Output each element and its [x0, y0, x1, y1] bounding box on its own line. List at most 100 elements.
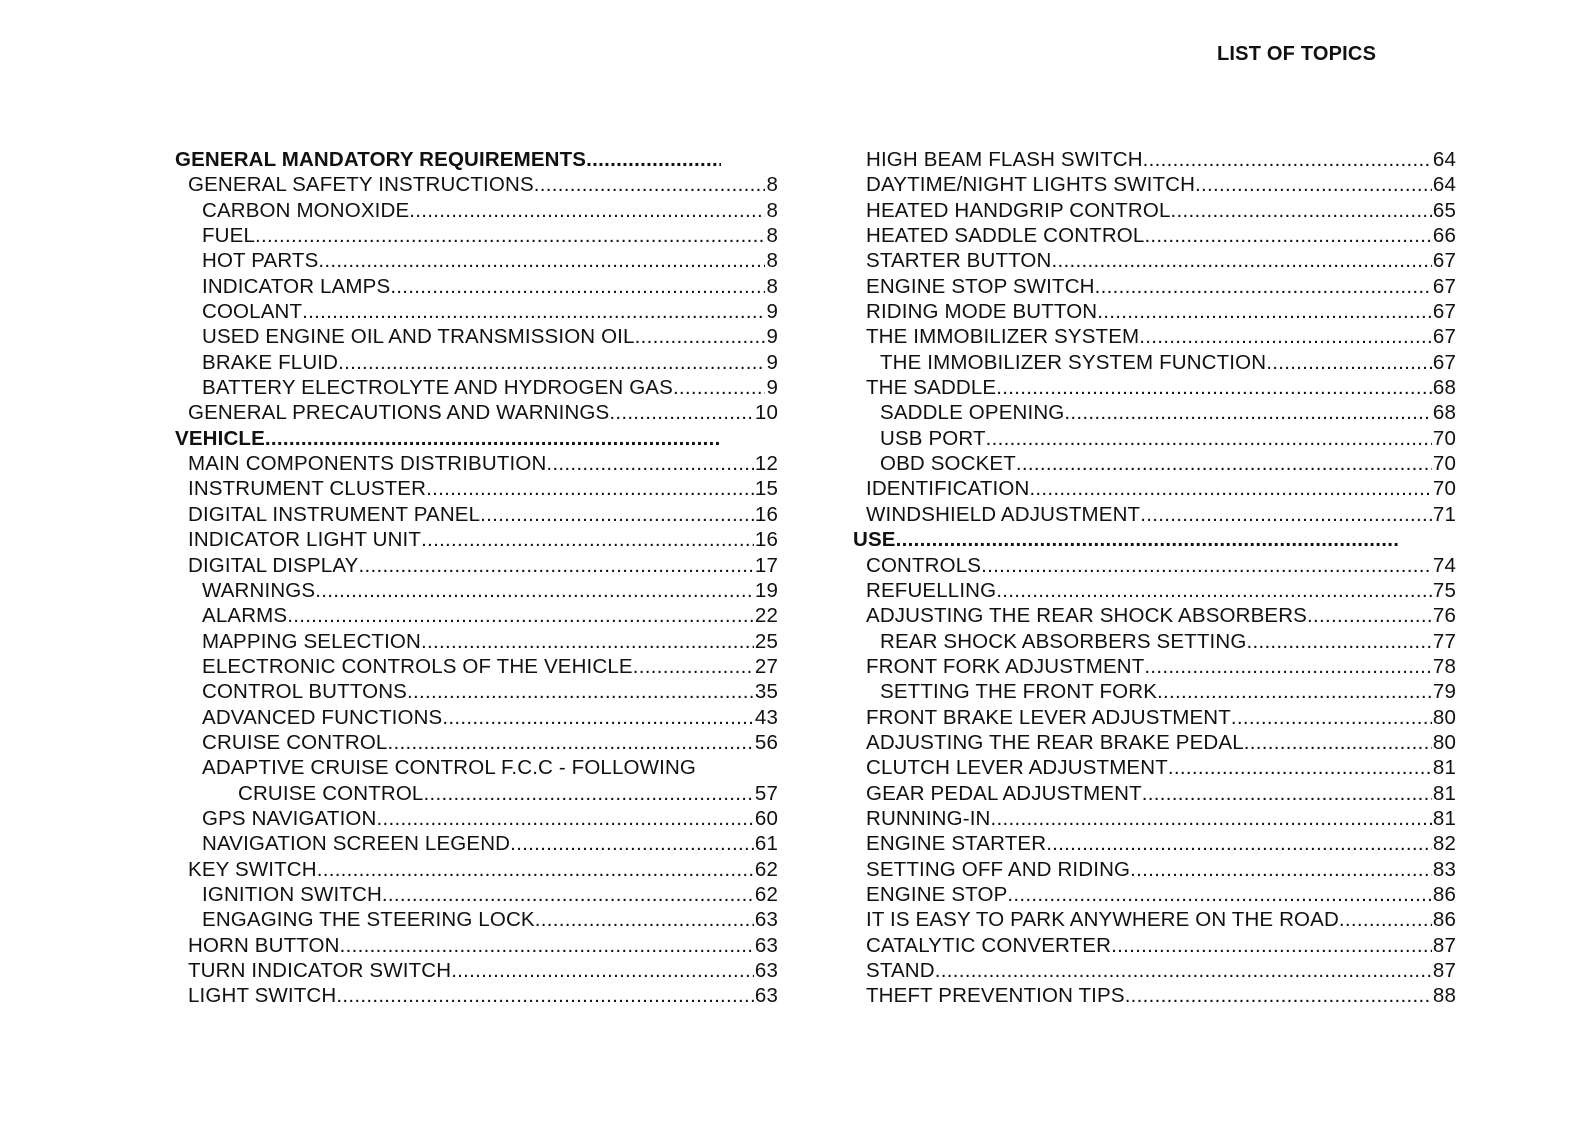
toc-entry-title: WARNINGS — [202, 578, 316, 602]
toc-entry[interactable]: USB PORT 70 — [853, 426, 1456, 451]
toc-entry[interactable]: GENERAL SAFETY INSTRUCTIONS 8 — [175, 172, 778, 197]
toc-entry[interactable]: HIGH BEAM FLASH SWITCH 64 — [853, 147, 1456, 172]
dot-leader — [287, 603, 754, 628]
toc-entry[interactable]: CARBON MONOXIDE 8 — [175, 198, 778, 223]
toc-entry[interactable]: STAND 87 — [853, 958, 1456, 983]
toc-entry-title: GENERAL MANDATORY REQUIREMENTS — [175, 148, 587, 171]
toc-entry[interactable]: REFUELLING 75 — [853, 578, 1456, 603]
toc-entry[interactable]: ADVANCED FUNCTIONS 43 — [175, 705, 778, 730]
toc-entry-title: DIGITAL INSTRUMENT PANEL — [188, 502, 481, 526]
toc-entry[interactable]: WINDSHIELD ADJUSTMENT 71 — [853, 502, 1456, 527]
toc-entry[interactable]: CONTROLS 74 — [853, 553, 1456, 578]
toc-entry-page: 67 — [1432, 350, 1456, 374]
toc-entry[interactable]: COOLANT 9 — [175, 299, 778, 324]
toc-entry[interactable]: ENGINE STOP SWITCH 67 — [853, 274, 1456, 299]
toc-entry-page: 22 — [754, 604, 778, 628]
toc-entry[interactable]: CONTROL BUTTONS 35 — [175, 679, 778, 704]
toc-entry[interactable]: CLUTCH LEVER ADJUSTMENT 81 — [853, 755, 1456, 780]
toc-entry[interactable]: RUNNING-IN 81 — [853, 806, 1456, 831]
toc-entry[interactable]: FRONT FORK ADJUSTMENT 78 — [853, 654, 1456, 679]
toc-section-heading[interactable]: GENERAL MANDATORY REQUIREMENTS — [175, 147, 778, 172]
toc-entry-title: BATTERY ELECTROLYTE AND HYDROGEN GAS — [202, 376, 673, 400]
toc-entry[interactable]: INDICATOR LAMPS 8 — [175, 274, 778, 299]
toc-section-heading[interactable]: USE — [853, 527, 1456, 552]
toc-entry[interactable]: HORN BUTTON 63 — [175, 933, 778, 958]
toc-entry[interactable]: FUEL 8 — [175, 223, 778, 248]
toc-entry[interactable]: MAIN COMPONENTS DISTRIBUTION 12 — [175, 451, 778, 476]
toc-entry[interactable]: OBD SOCKET 70 — [853, 451, 1456, 476]
toc-entry[interactable]: CRUISE CONTROL 57 — [175, 781, 778, 806]
toc-entry[interactable]: STARTER BUTTON 67 — [853, 248, 1456, 273]
toc-entry-page: 9 — [766, 376, 778, 400]
toc-entry[interactable]: DIGITAL INSTRUMENT PANEL 16 — [175, 502, 778, 527]
toc-entry[interactable]: ADAPTIVE CRUISE CONTROL F.C.C - FOLLOWIN… — [175, 755, 778, 780]
toc-entry-title: REFUELLING — [866, 578, 997, 602]
dot-leader — [673, 375, 766, 400]
toc-entry[interactable]: DIGITAL DISPLAY 17 — [175, 553, 778, 578]
toc-entry[interactable]: INSTRUMENT CLUSTER 15 — [175, 476, 778, 501]
toc-entry-title: THE SADDLE — [866, 376, 997, 400]
toc-entry[interactable]: INDICATOR LIGHT UNIT 16 — [175, 527, 778, 552]
toc-entry-title: CLUTCH LEVER ADJUSTMENT — [866, 756, 1168, 780]
toc-entry[interactable]: SETTING THE FRONT FORK 79 — [853, 679, 1456, 704]
toc-entry[interactable]: IDENTIFICATION 70 — [853, 476, 1456, 501]
toc-entry[interactable]: ADJUSTING THE REAR SHOCK ABSORBERS 76 — [853, 603, 1456, 628]
toc-entry[interactable]: REAR SHOCK ABSORBERS SETTING 77 — [853, 629, 1456, 654]
dot-leader — [318, 248, 765, 273]
dot-leader — [302, 299, 765, 324]
toc-entry[interactable]: BATTERY ELECTROLYTE AND HYDROGEN GAS 9 — [175, 375, 778, 400]
toc-entry[interactable]: THEFT PREVENTION TIPS 88 — [853, 983, 1456, 1008]
toc-entry[interactable]: ENGINE STOP 86 — [853, 882, 1456, 907]
toc-entry-page: 61 — [754, 832, 778, 856]
toc-entry[interactable]: IT IS EASY TO PARK ANYWHERE ON THE ROAD 8… — [853, 907, 1456, 932]
toc-entry[interactable]: ALARMS 22 — [175, 603, 778, 628]
toc-entry[interactable]: IGNITION SWITCH 62 — [175, 882, 778, 907]
toc-entry-title: DAYTIME/NIGHT LIGHTS SWITCH — [866, 173, 1196, 197]
toc-entry[interactable]: ENGINE STARTER 82 — [853, 831, 1456, 856]
toc-entry[interactable]: SADDLE OPENING 68 — [853, 400, 1456, 425]
toc-entry[interactable]: RIDING MODE BUTTON 67 — [853, 299, 1456, 324]
toc-entry-title: THE IMMOBILIZER SYSTEM FUNCTION — [880, 350, 1267, 374]
toc-entry[interactable]: WARNINGS 19 — [175, 578, 778, 603]
toc-entry[interactable]: HEATED SADDLE CONTROL 66 — [853, 223, 1456, 248]
toc-entry[interactable]: THE IMMOBILIZER SYSTEM FUNCTION 67 — [853, 350, 1456, 375]
toc-entry[interactable]: BRAKE FLUID 9 — [175, 350, 778, 375]
toc-entry[interactable]: USED ENGINE OIL AND TRANSMISSION OIL 9 — [175, 324, 778, 349]
toc-entry[interactable]: THE SADDLE 68 — [853, 375, 1456, 400]
dot-leader — [535, 907, 754, 932]
toc-entry[interactable]: HEATED HANDGRIP CONTROL 65 — [853, 198, 1456, 223]
toc-entry-page: 63 — [754, 984, 778, 1008]
toc-entry-title: ELECTRONIC CONTROLS OF THE VEHICLE — [202, 654, 633, 678]
toc-entry[interactable]: GENERAL PRECAUTIONS AND WARNINGS 10 — [175, 400, 778, 425]
dot-leader — [451, 958, 754, 983]
dot-leader — [1125, 983, 1432, 1008]
toc-entry-page: 64 — [1432, 173, 1456, 197]
toc-entry[interactable]: CATALYTIC CONVERTER 87 — [853, 933, 1456, 958]
toc-entry[interactable]: THE IMMOBILIZER SYSTEM 67 — [853, 324, 1456, 349]
toc-entry-title: KEY SWITCH — [188, 857, 317, 881]
toc-entry-page: 12 — [754, 452, 778, 476]
toc-entry[interactable]: SETTING OFF AND RIDING 83 — [853, 857, 1456, 882]
toc-entry[interactable]: ENGAGING THE STEERING LOCK 63 — [175, 907, 778, 932]
toc-entry[interactable]: FRONT BRAKE LEVER ADJUSTMENT 80 — [853, 705, 1456, 730]
toc-entry[interactable]: LIGHT SWITCH 63 — [175, 983, 778, 1008]
toc-entry[interactable]: CRUISE CONTROL 56 — [175, 730, 778, 755]
toc-entry[interactable]: TURN INDICATOR SWITCH 63 — [175, 958, 778, 983]
toc-entry[interactable]: HOT PARTS 8 — [175, 248, 778, 273]
toc-entry[interactable]: GEAR PEDAL ADJUSTMENT 81 — [853, 781, 1456, 806]
toc-section-heading[interactable]: VEHICLE — [175, 426, 778, 451]
toc-entry[interactable]: ADJUSTING THE REAR BRAKE PEDAL 80 — [853, 730, 1456, 755]
toc-entry[interactable]: KEY SWITCH 62 — [175, 857, 778, 882]
toc-entry-page: 8 — [766, 198, 778, 222]
toc-entry[interactable]: ELECTRONIC CONTROLS OF THE VEHICLE 27 — [175, 654, 778, 679]
toc-entry[interactable]: NAVIGATION SCREEN LEGEND 61 — [175, 831, 778, 856]
dot-leader — [935, 958, 1432, 983]
dot-leader — [896, 527, 1399, 552]
toc-entry[interactable]: GPS NAVIGATION 60 — [175, 806, 778, 831]
toc-entry[interactable]: DAYTIME/NIGHT LIGHTS SWITCH 64 — [853, 172, 1456, 197]
toc-entry-title: THE IMMOBILIZER SYSTEM — [866, 325, 1140, 349]
toc-entry-page: 15 — [754, 477, 778, 501]
toc-entry[interactable]: MAPPING SELECTION 25 — [175, 629, 778, 654]
toc-entry-page: 67 — [1432, 249, 1456, 273]
toc-entry-title: CONTROL BUTTONS — [202, 680, 407, 704]
